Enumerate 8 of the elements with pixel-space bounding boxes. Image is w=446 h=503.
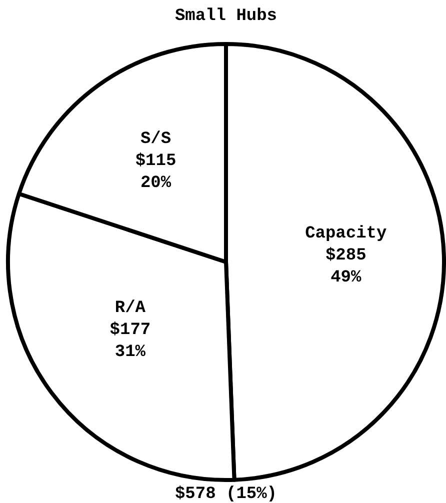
slice-label: Capacity <box>305 224 387 244</box>
data-label: $177 31% <box>110 321 151 362</box>
data-label: $115 20% <box>135 152 176 193</box>
slice-label: S/S <box>140 130 172 149</box>
chart-title: Small Hubs <box>174 7 278 26</box>
text: $578 (15%) <box>174 485 278 503</box>
slice-label: R/A <box>114 299 146 318</box>
data-label: $285 49% <box>325 246 366 288</box>
